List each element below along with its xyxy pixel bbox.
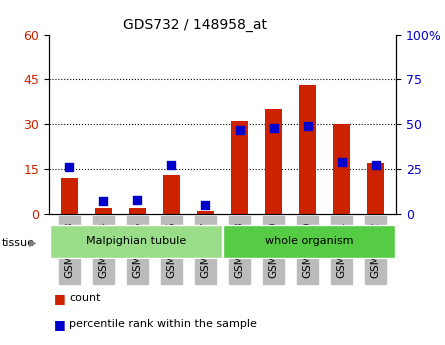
Bar [367, 163, 384, 214]
Point [270, 125, 277, 130]
Text: tissue: tissue [2, 238, 35, 248]
Point [338, 159, 345, 165]
Bar [197, 211, 214, 214]
Bar [61, 178, 78, 214]
Bar [95, 208, 112, 214]
Bar [129, 208, 146, 214]
Text: ■: ■ [53, 318, 65, 331]
Point [304, 123, 311, 129]
Text: percentile rank within the sample: percentile rank within the sample [69, 319, 257, 329]
Point [100, 199, 107, 204]
Point [236, 127, 243, 132]
Text: Malpighian tubule: Malpighian tubule [85, 237, 186, 246]
Bar [265, 109, 282, 214]
Bar [231, 121, 248, 214]
Point [202, 202, 209, 208]
Point [134, 197, 141, 202]
FancyBboxPatch shape [50, 225, 222, 258]
Point [372, 163, 379, 168]
Text: count: count [69, 294, 101, 303]
Bar [163, 175, 180, 214]
FancyBboxPatch shape [223, 225, 395, 258]
Bar [333, 124, 350, 214]
Title: GDS732 / 148958_at: GDS732 / 148958_at [123, 18, 267, 32]
Text: whole organism: whole organism [265, 237, 353, 246]
Bar [299, 85, 316, 214]
Point [66, 165, 73, 170]
Text: ▶: ▶ [29, 238, 36, 248]
Point [168, 163, 175, 168]
Text: ■: ■ [53, 292, 65, 305]
